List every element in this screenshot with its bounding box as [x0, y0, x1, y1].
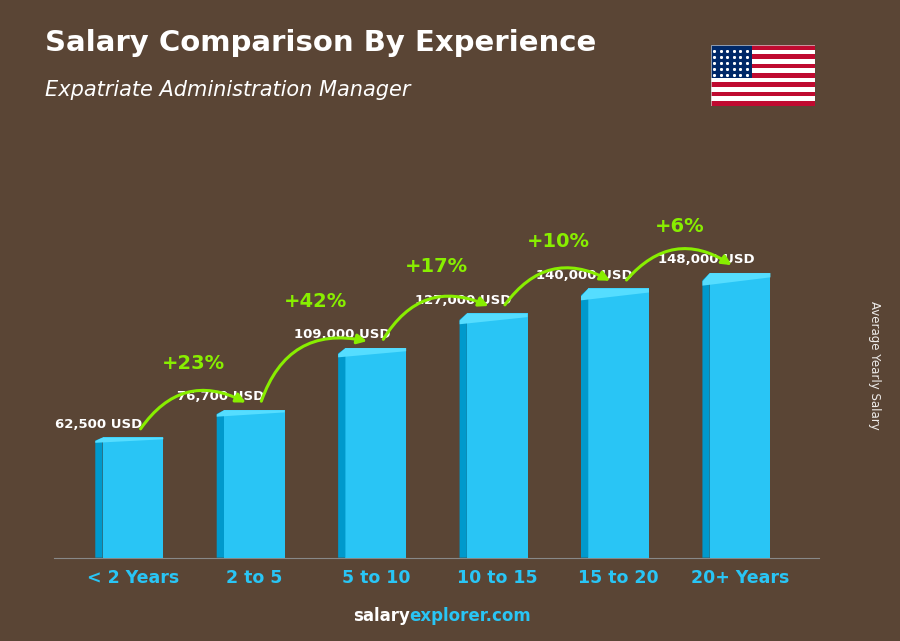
Text: explorer.com: explorer.com — [410, 607, 531, 625]
Bar — [346, 348, 406, 558]
Bar — [711, 78, 814, 82]
Text: 109,000 USD: 109,000 USD — [293, 328, 390, 341]
Text: 127,000 USD: 127,000 USD — [415, 294, 511, 306]
Text: 62,500 USD: 62,500 USD — [55, 418, 142, 431]
Text: +17%: +17% — [405, 258, 468, 276]
Bar — [711, 96, 814, 101]
Polygon shape — [460, 313, 527, 324]
Bar — [224, 410, 284, 558]
Polygon shape — [581, 288, 649, 301]
Polygon shape — [95, 437, 103, 558]
Polygon shape — [338, 348, 406, 357]
Bar — [711, 63, 814, 69]
Text: salary: salary — [353, 607, 410, 625]
Polygon shape — [95, 437, 163, 443]
Polygon shape — [702, 273, 710, 558]
Bar — [710, 273, 770, 558]
Text: +6%: +6% — [654, 217, 704, 236]
Polygon shape — [338, 348, 346, 558]
Polygon shape — [581, 288, 589, 558]
Bar — [711, 45, 752, 78]
Bar — [589, 288, 649, 558]
Bar — [467, 313, 527, 558]
Bar — [711, 69, 814, 73]
Bar — [711, 49, 814, 54]
Bar — [711, 59, 814, 63]
Bar — [711, 101, 814, 106]
Polygon shape — [702, 273, 770, 286]
Text: 140,000 USD: 140,000 USD — [536, 269, 633, 282]
Text: 76,700 USD: 76,700 USD — [176, 390, 264, 403]
Text: +23%: +23% — [162, 354, 225, 373]
Bar — [711, 73, 814, 78]
Text: 148,000 USD: 148,000 USD — [658, 253, 754, 267]
Bar — [711, 87, 814, 92]
Text: +10%: +10% — [526, 233, 590, 251]
Text: Salary Comparison By Experience: Salary Comparison By Experience — [45, 29, 596, 57]
Polygon shape — [217, 410, 224, 558]
Text: Average Yearly Salary: Average Yearly Salary — [868, 301, 881, 429]
Bar — [711, 45, 814, 49]
Text: +42%: +42% — [284, 292, 346, 311]
Polygon shape — [460, 313, 467, 558]
Polygon shape — [217, 410, 284, 417]
Text: Expatriate Administration Manager: Expatriate Administration Manager — [45, 80, 410, 100]
Bar — [711, 54, 814, 59]
Bar — [103, 437, 163, 558]
Bar — [711, 92, 814, 96]
Bar — [711, 82, 814, 87]
